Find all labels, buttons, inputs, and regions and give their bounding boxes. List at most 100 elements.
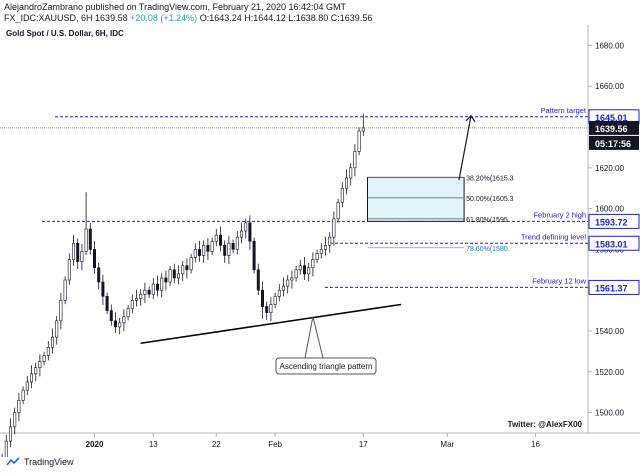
candle-body <box>168 269 172 283</box>
candle-body <box>80 251 84 262</box>
time-tick-label: 2020 <box>86 440 104 449</box>
publisher-line: AlejandroZambrano published on TradingVi… <box>4 2 347 12</box>
candle-body <box>164 277 168 283</box>
candle-body <box>72 242 76 260</box>
candle-body <box>101 281 105 297</box>
target-zone <box>367 176 465 222</box>
candle-body <box>244 222 248 232</box>
candle-body <box>281 285 285 291</box>
candle-body <box>323 245 327 250</box>
price-line-tag <box>588 235 640 251</box>
candle-body <box>206 245 210 252</box>
candle-body <box>67 259 71 281</box>
candle-body <box>55 320 59 338</box>
candle-body <box>336 202 340 220</box>
candle-body <box>307 267 311 275</box>
ohlc-values: O:1643.24 H:1644.12 L:1638.80 C:1639.56 <box>199 13 373 23</box>
candle-body <box>109 310 113 322</box>
candle-body <box>13 412 17 428</box>
candle-body <box>231 242 235 250</box>
candle-body <box>63 279 67 301</box>
candle-body <box>214 234 218 242</box>
candle-body <box>177 273 181 279</box>
tradingview-logo-icon <box>6 457 20 466</box>
candle-body <box>46 347 50 356</box>
candle-body <box>302 265 306 275</box>
candle-body <box>21 389 25 401</box>
price-line-tag-label: 1561.37 <box>595 283 628 293</box>
candle-body <box>311 259 315 269</box>
countdown-label: 05:17:56 <box>595 139 631 149</box>
candle-body <box>118 322 122 328</box>
footer-brand: TradingView <box>24 457 74 467</box>
candle-body <box>42 355 46 362</box>
fib-level-label: 38.20%(1615.3 <box>466 175 514 182</box>
candle-body <box>319 249 323 254</box>
time-tick-label: 13 <box>149 440 158 449</box>
price-line-tag-label: 1593.72 <box>595 217 628 227</box>
price-chart[interactable]: 1500.001520.001540.001560.001580.001600.… <box>0 25 640 457</box>
candle-body <box>294 269 298 279</box>
candle-body <box>298 265 302 271</box>
price-line-tag <box>588 279 640 295</box>
candle-body <box>185 265 189 271</box>
last-price: 1639.58 <box>95 13 128 23</box>
annotation-label: Ascending triangle pattern <box>280 362 373 371</box>
candle-body <box>84 228 88 252</box>
symbol-line: FX_IDC:XAUUSD, 6H 1639.58 +20.08 (+1.24%… <box>4 13 372 23</box>
candle-body <box>286 279 290 287</box>
price-tick-label: 1660.00 <box>595 82 624 91</box>
price-line-label: February 12 low <box>532 276 586 285</box>
projection-arrow-head <box>465 114 476 123</box>
candle-body <box>357 130 361 152</box>
candle-body <box>122 316 126 324</box>
candle-body <box>151 283 155 295</box>
price-line-label: February 2 high <box>533 210 586 219</box>
candle-body <box>315 253 319 260</box>
candle-body <box>202 245 206 256</box>
candle-body <box>240 230 244 238</box>
candle-body <box>9 426 13 442</box>
price-line-label: Pattern target <box>541 106 587 115</box>
candle-body <box>340 187 344 203</box>
candle-body <box>172 269 176 279</box>
candle-body <box>130 300 134 309</box>
candle-body <box>189 257 193 271</box>
price-line-tag-label: 1645.01 <box>595 113 628 123</box>
time-tick-label: 22 <box>212 440 221 449</box>
candle-body <box>349 167 353 179</box>
candle-body <box>361 127 365 132</box>
candle-body <box>198 249 202 256</box>
price-line-label: Trend defining level <box>521 232 587 241</box>
time-tick-label: 16 <box>531 440 540 449</box>
candle-body <box>126 308 130 318</box>
candle-body <box>93 249 97 269</box>
candle-body <box>76 242 80 262</box>
fib-level-label: 61.80%(1595 <box>466 217 508 224</box>
candle-body <box>135 298 139 301</box>
annotation-pointer <box>304 316 324 359</box>
price-tick-label: 1540.00 <box>595 327 624 336</box>
candle-body <box>143 289 147 295</box>
last-price-tag <box>589 120 639 135</box>
candle-body <box>223 245 227 256</box>
candle-body <box>252 240 256 271</box>
projection-arrow-line <box>458 115 472 181</box>
candle-body <box>210 240 214 252</box>
candle-body <box>328 236 332 246</box>
price-tick-label: 1600.00 <box>595 205 624 214</box>
candle-body <box>181 265 185 275</box>
price-tick-label: 1620.00 <box>595 164 624 173</box>
candle-body <box>139 293 143 299</box>
candle-body <box>17 400 21 413</box>
chart-title: Gold Spot / U.S. Dollar, 6H, IDC <box>6 29 124 38</box>
candle-body <box>147 289 151 295</box>
candle-body <box>97 267 101 283</box>
watermark: Twitter: @AlexFX00 <box>508 420 583 429</box>
candle-body <box>227 242 231 256</box>
tradingview-footer[interactable]: TradingView <box>6 457 74 467</box>
candle-body <box>25 381 29 391</box>
price-line-tag-label: 1583.01 <box>595 239 628 249</box>
symbol: FX_IDC:XAUUSD, 6H <box>4 13 93 23</box>
annotation-box <box>275 357 377 375</box>
